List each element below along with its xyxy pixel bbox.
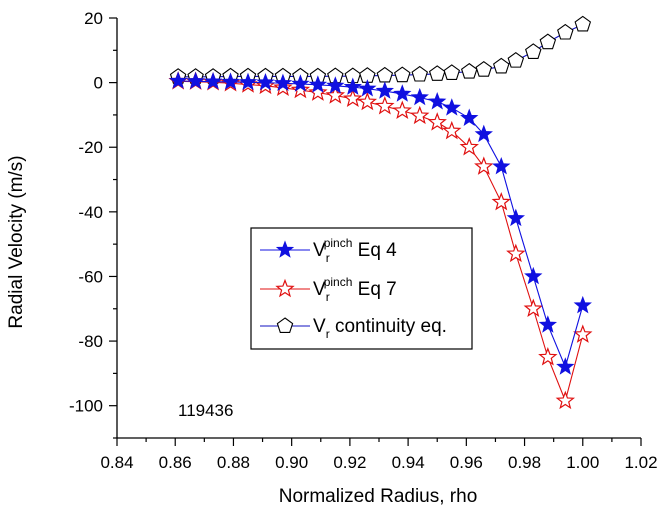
series-2-point <box>538 347 558 366</box>
series-1-point <box>474 124 493 143</box>
series-1-point <box>238 72 258 91</box>
series-1-point <box>186 71 205 90</box>
series-1-point <box>492 156 511 175</box>
y-tick-label: -40 <box>78 203 103 222</box>
series-3 <box>169 15 592 84</box>
series-1-point <box>358 79 377 97</box>
series-1-point <box>556 357 575 375</box>
series-3-point <box>443 64 461 80</box>
series-1-point <box>573 295 592 314</box>
legend-swatch-marker <box>275 240 295 258</box>
y-axis-label: Radial Velocity (m/s) <box>6 155 27 328</box>
series-1-point <box>256 72 275 91</box>
series-3-point <box>428 65 446 81</box>
series-1-point <box>428 92 447 110</box>
legend-entry-label: Vrpinch Eq 4 <box>313 236 397 265</box>
series-1-point <box>308 75 328 93</box>
y-tick-label: -60 <box>78 267 103 286</box>
series-2-point <box>308 82 328 101</box>
series-3-point <box>460 62 478 79</box>
series-1-point <box>168 71 188 89</box>
series-3-point <box>507 51 525 68</box>
series-3-point <box>475 61 493 77</box>
series-2-point <box>392 100 412 119</box>
series-2-point <box>357 91 378 111</box>
series-1-point <box>221 72 240 90</box>
series-2-point <box>523 298 543 318</box>
y-tick-label: 20 <box>84 9 103 28</box>
legend: Vrpinch Eq 4 Vrpinch Eq 7 Vr continuity eq… <box>250 227 473 350</box>
series-3-point <box>411 65 429 82</box>
x-tick-label: 1.00 <box>566 453 599 472</box>
series-1-point <box>524 266 543 285</box>
series-2-point <box>427 112 447 131</box>
x-tick-label: 0.94 <box>392 453 425 472</box>
series-1-point <box>203 72 223 90</box>
series-1-point <box>393 84 412 102</box>
series-1-point <box>273 73 293 92</box>
series-3-point <box>394 66 411 83</box>
series-2-point <box>410 105 430 125</box>
y-tick-label: 0 <box>94 74 103 93</box>
series-3-point <box>493 57 510 74</box>
x-tick-label: 1.02 <box>624 453 657 472</box>
legend-swatch-marker <box>275 278 295 298</box>
series-1-point <box>442 98 461 116</box>
series-1-point <box>460 108 479 126</box>
series-2-point <box>555 390 576 410</box>
series-2-point <box>343 88 363 108</box>
series-3-point <box>557 23 574 40</box>
x-tick-label: 0.88 <box>217 453 250 472</box>
series-1-point <box>538 315 558 333</box>
series-3-point <box>525 43 542 59</box>
x-axis-label: Normalized Radius, rho <box>279 486 478 507</box>
series-2-point <box>290 79 311 99</box>
series-2-point <box>573 324 593 343</box>
series-3-point <box>574 15 592 32</box>
plot-axes: 0.84 0.86 0.88 0.90 0.92 0.94 0.96 0.98 1.00 1.02… <box>69 9 658 472</box>
legend-entry-label: Vr continuity eq. <box>313 316 447 341</box>
x-tick-label: 0.86 <box>159 453 192 472</box>
series-2-point <box>491 191 511 211</box>
series-2-point <box>325 85 346 104</box>
series-1-point <box>375 81 394 99</box>
series-3-point <box>539 33 557 50</box>
series-2-point <box>459 137 479 156</box>
annotation-label: 119436 <box>178 401 233 420</box>
y-tick-label: -80 <box>78 332 103 351</box>
series-2-point <box>474 156 494 175</box>
series-3-line <box>178 23 584 78</box>
x-tick-label: 0.96 <box>450 453 483 472</box>
series-1 <box>168 71 592 375</box>
series-2-point <box>375 96 395 115</box>
series-1-point <box>291 74 310 92</box>
series-layer <box>168 15 593 410</box>
series-1-point <box>410 87 429 106</box>
series-1-point <box>343 77 362 95</box>
legend-entry-label: Vrpinch Eq 7 <box>313 275 397 304</box>
series-3-point <box>376 66 394 83</box>
x-tick-label: 0.90 <box>275 453 308 472</box>
y-tick-label: -100 <box>69 397 103 416</box>
series-2-point <box>506 243 526 263</box>
x-tick-label: 0.84 <box>100 453 133 472</box>
series-2-point <box>442 120 462 140</box>
series-1-point <box>506 208 525 227</box>
y-tick-label: -20 <box>78 138 103 157</box>
legend-swatch-marker <box>276 317 294 334</box>
x-tick-label: 0.92 <box>333 453 366 472</box>
x-tick-label: 0.98 <box>508 453 541 472</box>
series-1-point <box>326 76 345 94</box>
